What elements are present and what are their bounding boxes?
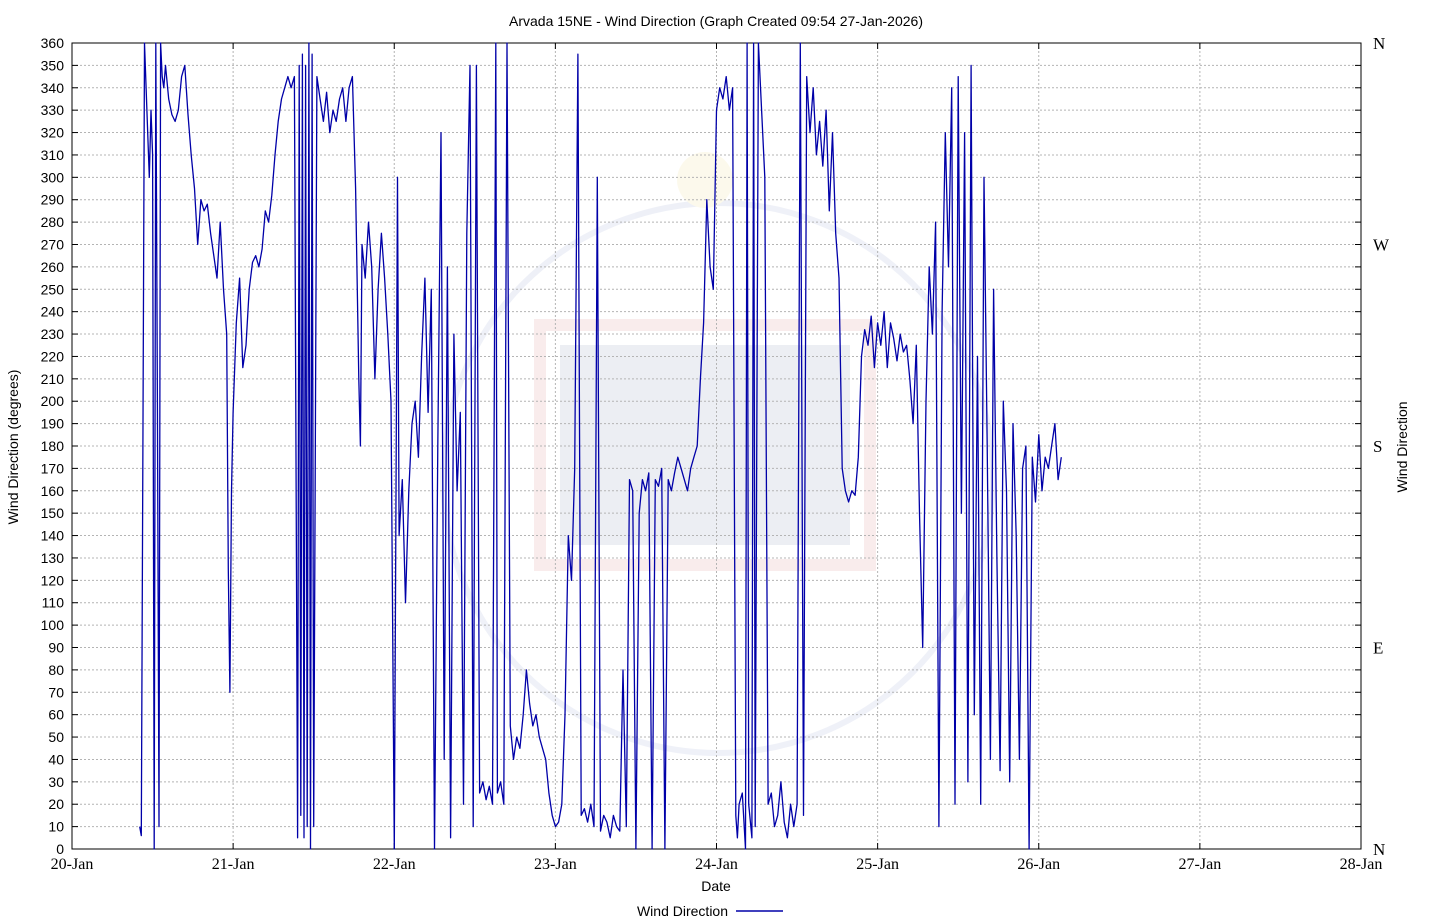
y-tick-label: 70 [48, 684, 64, 700]
y2-axis-ticks: N E S W N [1373, 34, 1390, 859]
y-tick-label: 320 [41, 125, 65, 141]
y2-tick-label: N [1373, 34, 1385, 53]
y-tick-label: 350 [41, 57, 65, 73]
y2-axis-label: Wind Direction [1394, 401, 1410, 492]
y-tick-label: 240 [41, 304, 65, 320]
y-tick-label: 50 [48, 729, 64, 745]
series-line-wind-direction [139, 42, 1062, 850]
y-tick-label: 280 [41, 214, 65, 230]
y-tick-label: 190 [41, 416, 65, 432]
y2-tick-label: S [1373, 437, 1382, 456]
x-axis-label: Date [701, 878, 731, 894]
y-tick-label: 40 [48, 751, 64, 767]
y-tick-label: 100 [41, 617, 65, 633]
y-axis-label: Wind Direction (degrees) [5, 370, 21, 525]
y-tick-label: 220 [41, 348, 65, 364]
grid-lines [72, 43, 1361, 849]
y-tick-label: 230 [41, 326, 65, 342]
legend: Wind Direction [637, 903, 783, 919]
x-tick-label: 27-Jan [1179, 856, 1222, 873]
x-tick-label: 20-Jan [51, 856, 94, 873]
x-tick-label: 28-Jan [1340, 856, 1383, 873]
y-tick-label: 250 [41, 281, 65, 297]
y-tick-label: 340 [41, 80, 65, 96]
y-tick-label: 110 [42, 595, 65, 611]
y-tick-label: 150 [41, 505, 65, 521]
y-axis-ticks: 0 10 20 30 40 50 60 70 80 90 100 110 120 130 140 150 160… [41, 35, 1361, 857]
y2-tick-label: N [1373, 840, 1385, 859]
x-tick-label: 26-Jan [1017, 856, 1060, 873]
y-tick-label: 270 [41, 237, 65, 253]
y-tick-label: 80 [48, 662, 64, 678]
y-tick-label: 180 [41, 438, 65, 454]
y-tick-label: 90 [48, 640, 64, 656]
y-tick-label: 170 [41, 460, 65, 476]
y-tick-label: 160 [41, 483, 65, 499]
y-tick-label: 130 [41, 550, 65, 566]
y-tick-label: 60 [48, 707, 64, 723]
y-tick-label: 260 [41, 259, 65, 275]
y-tick-label: 10 [48, 819, 64, 835]
y-tick-label: 20 [48, 796, 64, 812]
weather-service-watermark [440, 152, 996, 756]
x-tick-label: 22-Jan [373, 856, 416, 873]
y2-tick-label: E [1373, 639, 1383, 658]
x-tick-label: 23-Jan [534, 856, 577, 873]
y-tick-label: 330 [41, 102, 65, 118]
y-tick-label: 30 [48, 774, 64, 790]
y-tick-label: 120 [41, 572, 65, 588]
x-tick-label: 24-Jan [695, 856, 738, 873]
y-tick-label: 360 [41, 35, 65, 51]
x-tick-label: 21-Jan [212, 856, 255, 873]
x-axis-ticks: 20-Jan 21-Jan 22-Jan 23-Jan 24-Jan 25-Jan 26-J… [51, 43, 1383, 873]
y-tick-label: 140 [41, 528, 65, 544]
legend-label: Wind Direction [637, 903, 728, 919]
x-tick-label: 25-Jan [856, 856, 899, 873]
y2-tick-label: W [1373, 236, 1390, 255]
y-tick-label: 310 [41, 147, 65, 163]
y-tick-label: 200 [41, 393, 65, 409]
y-tick-label: 300 [41, 169, 65, 185]
chart-title: Arvada 15NE - Wind Direction (Graph Crea… [509, 13, 923, 29]
y-tick-label: 0 [56, 841, 64, 857]
y-tick-label: 210 [41, 371, 65, 387]
y-tick-label: 290 [41, 192, 65, 208]
